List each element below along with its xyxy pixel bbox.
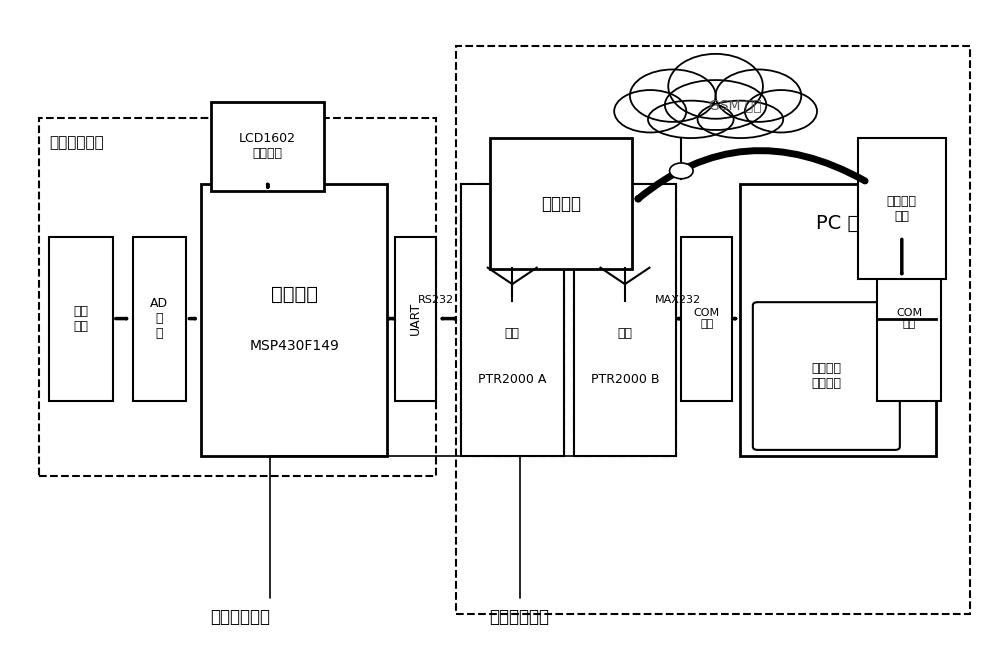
Bar (395, 237, 436, 401)
Text: PTR2000 A: PTR2000 A (478, 373, 546, 386)
Bar (461, 184, 564, 456)
FancyBboxPatch shape (753, 302, 900, 450)
Text: 检测
系统: 检测 系统 (74, 305, 89, 332)
Text: MAX232: MAX232 (655, 295, 701, 306)
Text: COM
端口: COM 端口 (694, 308, 720, 330)
Text: COM
端口: COM 端口 (896, 308, 922, 330)
Ellipse shape (698, 100, 783, 138)
Circle shape (670, 163, 693, 179)
Text: LCD1602
液晶显示: LCD1602 液晶显示 (239, 132, 296, 160)
Text: AD
转
换: AD 转 换 (150, 297, 169, 340)
Bar (877, 237, 941, 401)
Bar (456, 46, 970, 614)
Bar (490, 138, 632, 269)
Bar (201, 184, 387, 456)
Ellipse shape (745, 90, 817, 133)
Text: GSM 网络: GSM 网络 (709, 98, 762, 112)
Bar (858, 138, 946, 279)
Ellipse shape (665, 80, 766, 130)
Ellipse shape (716, 70, 801, 122)
Text: 信息接收装置: 信息接收装置 (490, 608, 550, 626)
Bar (49, 237, 113, 401)
Bar (574, 184, 676, 456)
Ellipse shape (630, 70, 716, 122)
Text: 无线通信模块: 无线通信模块 (210, 608, 270, 626)
Text: UART: UART (409, 302, 422, 335)
Bar (211, 102, 324, 190)
Text: 无线通信
报警系统: 无线通信 报警系统 (811, 362, 841, 390)
Ellipse shape (668, 54, 763, 119)
Text: 用户手机: 用户手机 (541, 195, 581, 212)
Text: PTR2000 B: PTR2000 B (591, 373, 659, 386)
Ellipse shape (614, 90, 686, 133)
Text: 奶质检测模块: 奶质检测模块 (49, 135, 104, 149)
Text: 天线: 天线 (505, 327, 520, 340)
Bar (132, 237, 186, 401)
Ellipse shape (648, 100, 734, 138)
Text: MSP430F149: MSP430F149 (249, 340, 339, 354)
Bar (574, 184, 676, 456)
Text: 短信发送
装置: 短信发送 装置 (887, 194, 917, 222)
Text: RS232: RS232 (418, 295, 454, 306)
Text: 天线: 天线 (617, 327, 632, 340)
Text: PC 机: PC 机 (816, 214, 860, 233)
Bar (461, 184, 564, 456)
Bar (39, 119, 436, 476)
Bar (740, 184, 936, 456)
Text: 主控芯片: 主控芯片 (271, 285, 318, 304)
Bar (681, 237, 732, 401)
